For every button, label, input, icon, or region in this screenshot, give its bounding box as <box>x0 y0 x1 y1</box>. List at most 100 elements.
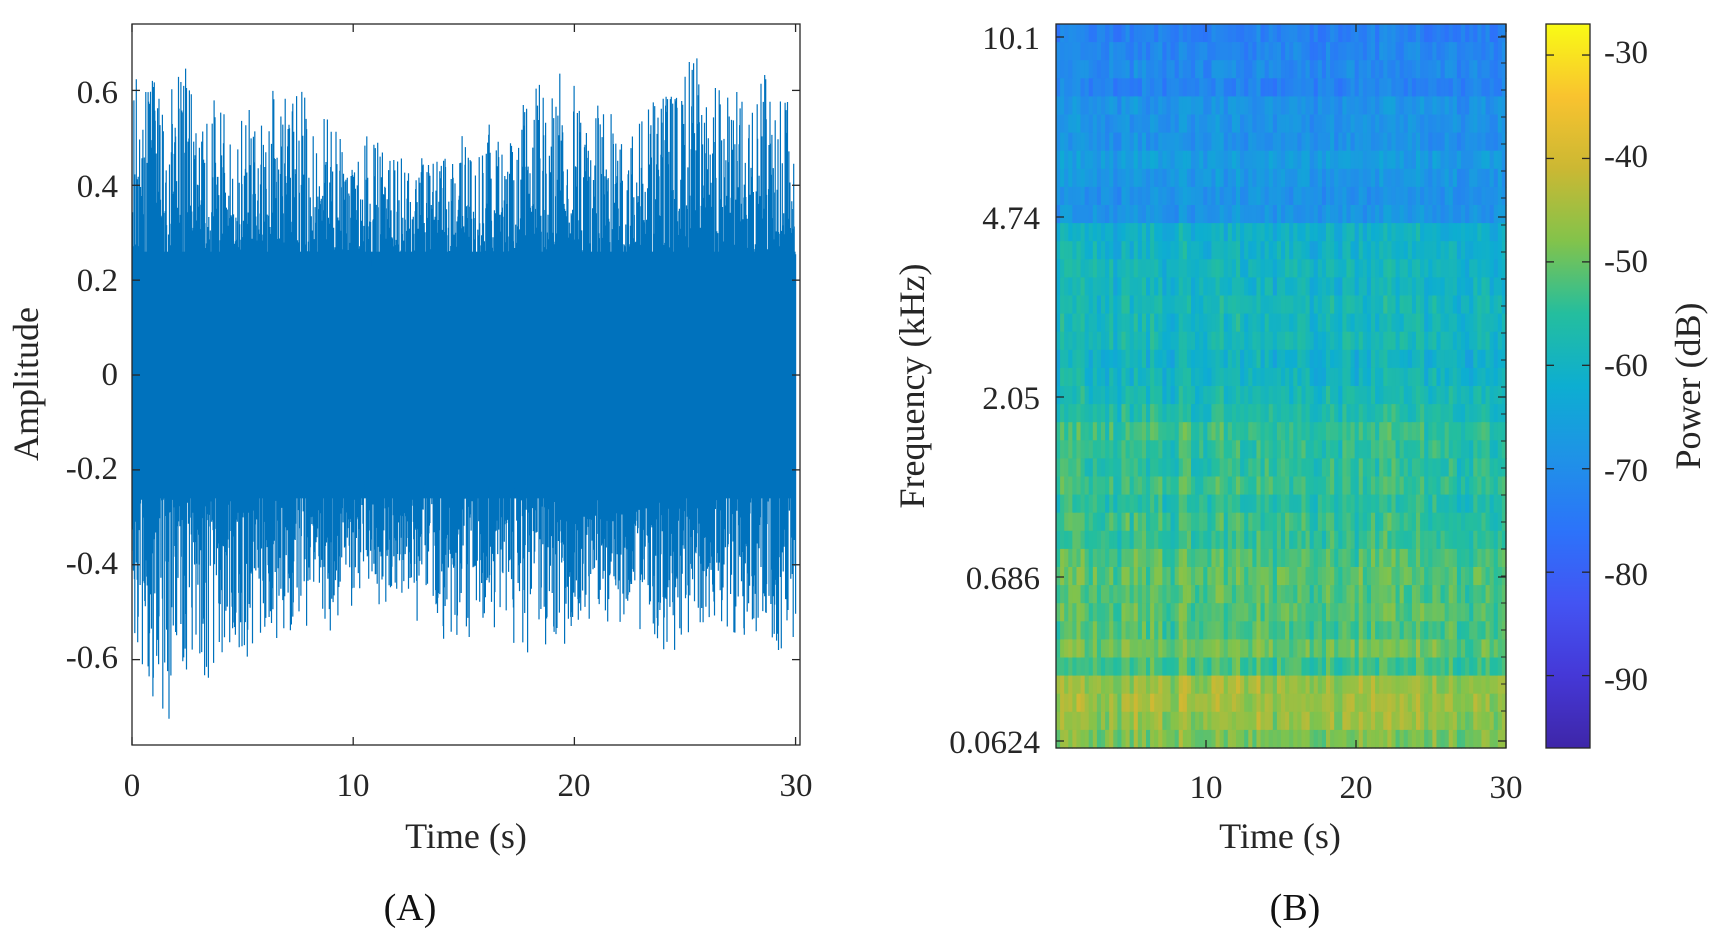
spectrogram-cell <box>1371 150 1376 170</box>
spectrogram-cell <box>1272 132 1278 152</box>
spectrogram-cell <box>1125 621 1131 640</box>
spectrogram-cell <box>1473 349 1478 369</box>
spectrogram-cell <box>1150 711 1155 731</box>
spectrogram-cell <box>1113 186 1118 206</box>
spectrogram-cell <box>1203 386 1208 405</box>
spectrogram-cell <box>1289 114 1294 134</box>
spectrogram-cell <box>1260 512 1266 532</box>
spectrogram-cell <box>1219 24 1225 43</box>
spectrogram-cell <box>1248 567 1253 586</box>
spectrogram-cell <box>1105 349 1110 369</box>
spectrogram-cell <box>1092 729 1098 749</box>
spectrogram-cell <box>1485 404 1491 423</box>
spectrogram-cell <box>1154 422 1159 441</box>
spectrogram-cell <box>1150 96 1155 116</box>
spectrogram-cell <box>1489 512 1495 532</box>
spectrogram-cell <box>1301 205 1307 224</box>
spectrogram-cell <box>1403 150 1409 170</box>
spectrogram-cell <box>1056 132 1061 152</box>
waveform-trace <box>132 58 797 719</box>
spectrogram-cell <box>1305 639 1311 659</box>
spectrogram-cell <box>1191 277 1196 297</box>
spectrogram-cell <box>1195 96 1200 116</box>
spectrogram-cell <box>1146 512 1151 532</box>
spectrogram-cell <box>1080 494 1086 514</box>
spectrogram-cell <box>1403 404 1409 423</box>
spectrogram-cell <box>1481 259 1487 278</box>
spectrogram-cell <box>1354 530 1360 550</box>
spectrogram-cell <box>1219 404 1225 423</box>
spectrogram-cell <box>1174 241 1180 260</box>
spectrogram-cell <box>1497 675 1503 695</box>
spectrogram-cell <box>1473 729 1478 749</box>
spectrogram-cell <box>1309 693 1315 713</box>
spectrogram-cell <box>1195 367 1200 387</box>
spectrogram-cell <box>1092 259 1098 278</box>
spectrogram-cell <box>1113 458 1118 478</box>
spectrogram-cell <box>1276 422 1282 441</box>
spectrogram-cell <box>1215 603 1221 622</box>
spectrogram-cell <box>1326 168 1331 188</box>
spectrogram-cell <box>1191 530 1196 550</box>
spectrogram-cell <box>1354 96 1360 116</box>
spectrogram-cell <box>1350 78 1356 97</box>
spectrogram-cell <box>1207 530 1213 550</box>
spectrogram-cell <box>1501 295 1507 315</box>
spectrogram-cell <box>1485 585 1491 604</box>
spectrogram-cell <box>1371 476 1376 496</box>
spectrogram-cell <box>1158 386 1163 405</box>
spectrogram-cell <box>1096 530 1102 550</box>
panel-label-b: (B) <box>1270 887 1321 929</box>
spectrogram-cell <box>1219 367 1225 387</box>
spectrogram-cell <box>1411 494 1417 514</box>
spectrogram-cell <box>1252 530 1258 550</box>
spectrogram-cell <box>1469 168 1474 188</box>
spectrogram-cell <box>1342 729 1348 749</box>
spectrogram-cell <box>1326 530 1331 550</box>
spectrogram-cell <box>1199 711 1204 731</box>
spectrogram-cell <box>1056 693 1061 713</box>
spectrogram-cell <box>1379 241 1384 260</box>
spectrogram-cell <box>1338 440 1343 459</box>
spectrogram-cell <box>1223 440 1229 459</box>
spectrogram-cell <box>1211 548 1217 568</box>
spectrogram-cell <box>1064 458 1069 478</box>
spectrogram-cell <box>1191 603 1196 622</box>
spectrogram-cell <box>1305 422 1311 441</box>
spectrogram-cell <box>1223 530 1229 550</box>
spectrogram-cell <box>1088 259 1094 278</box>
spectrogram-cell <box>1391 132 1397 152</box>
spectrogram-cell <box>1321 168 1327 188</box>
spectrogram-cell <box>1313 621 1319 640</box>
spectrogram-cell <box>1170 78 1176 97</box>
spectrogram-cell <box>1186 349 1192 369</box>
spectrogram-cell <box>1375 205 1380 224</box>
spectrogram-cell <box>1293 585 1298 604</box>
spectrogram-cell <box>1346 186 1352 206</box>
spectrogram-cell <box>1407 494 1413 514</box>
spectrogram-cell <box>1440 567 1446 586</box>
spectrogram-cell <box>1309 367 1315 387</box>
spectrogram-cell <box>1178 24 1184 43</box>
spectrogram-cell <box>1121 96 1127 116</box>
spectrogram-cell <box>1109 168 1114 188</box>
spectrogram-cell <box>1068 259 1073 278</box>
spectrogram-cell <box>1440 96 1446 116</box>
spectrogram-cell <box>1060 313 1065 333</box>
spectrogram-cell <box>1195 277 1200 297</box>
spectrogram-cell <box>1501 60 1507 79</box>
spectrogram-cell <box>1497 331 1503 351</box>
spectrogram-cell <box>1317 132 1323 152</box>
spectrogram-cell <box>1489 585 1495 604</box>
spectrogram-cell <box>1174 675 1180 695</box>
spectrogram-cell <box>1101 567 1106 586</box>
spectrogram-cell <box>1481 621 1487 640</box>
spectrogram-cell <box>1109 639 1114 659</box>
spectrogram-cell <box>1362 24 1368 43</box>
spectrogram-cell <box>1068 530 1073 550</box>
spectrogram-cell <box>1272 60 1278 79</box>
spectrogram-cell <box>1117 494 1123 514</box>
spectrogram-cell <box>1326 186 1331 206</box>
spectrogram-cell <box>1105 603 1110 622</box>
spectrogram-cell <box>1195 132 1200 152</box>
